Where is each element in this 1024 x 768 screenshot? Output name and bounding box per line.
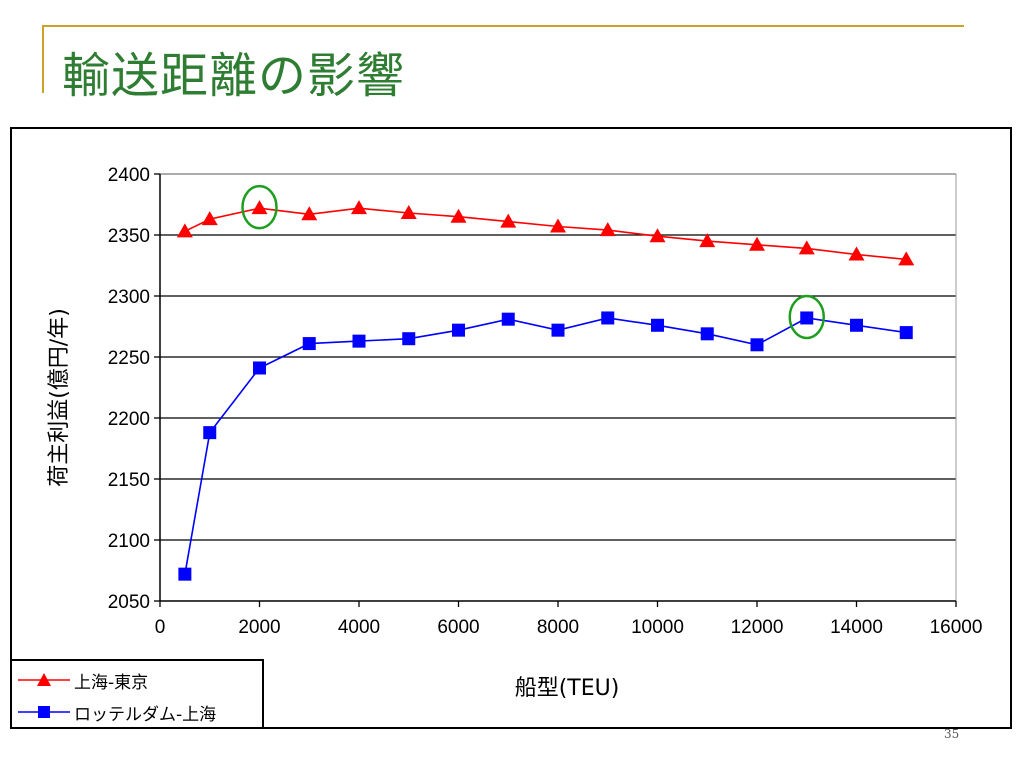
y-tick-label: 2050 <box>108 592 150 613</box>
data-point-triangle <box>898 251 915 266</box>
data-point-triangle <box>599 222 616 237</box>
x-tick-label: 10000 <box>631 617 684 638</box>
data-point-square <box>178 567 192 581</box>
x-axis-title: 船型(TEU) <box>515 676 620 701</box>
data-point-triangle <box>201 211 218 226</box>
y-tick-label: 2200 <box>108 409 150 430</box>
y-axis-title: 荷主利益(億円/年) <box>47 308 72 487</box>
data-point-triangle <box>301 206 318 221</box>
series-layer <box>176 200 915 581</box>
chart-frame: 2050 2100 2150 2200 2250 2300 2350 2400 0 2000 400… <box>10 127 1012 729</box>
x-tick-label: 8000 <box>537 617 579 638</box>
page-number: 35 <box>944 727 960 741</box>
highlight-layer <box>241 184 825 340</box>
data-point-square <box>850 318 863 332</box>
data-point-triangle <box>500 213 517 228</box>
data-point-triangle <box>251 200 268 215</box>
x-tick-label: 16000 <box>930 617 983 638</box>
data-point-square <box>302 337 316 351</box>
data-point-triangle <box>176 223 193 238</box>
label-layer: 2050 2100 2150 2200 2250 2300 2350 2400 0 2000 400… <box>47 165 982 701</box>
data-point-square <box>402 332 416 346</box>
data-point-triangle <box>450 208 467 223</box>
data-point-square <box>551 323 565 337</box>
data-point-triangle <box>351 200 367 215</box>
title-accent-line <box>42 25 964 27</box>
y-tick-label: 2400 <box>108 165 150 186</box>
data-point-square <box>452 323 465 337</box>
x-tick-label: 12000 <box>731 617 784 638</box>
data-point-square <box>501 312 515 326</box>
data-point-triangle <box>798 240 815 255</box>
data-point-square <box>899 326 913 340</box>
legend-label: 上海-東京 <box>74 672 149 693</box>
x-tick-label: 4000 <box>338 617 380 638</box>
y-tick-label: 2300 <box>108 287 150 308</box>
y-tick-label: 2100 <box>108 531 150 552</box>
series-line-1 <box>184 207 907 261</box>
y-tick-label: 2350 <box>108 226 150 247</box>
square-marker-icon <box>18 706 70 718</box>
highlight-circle <box>241 184 278 230</box>
data-point-square <box>203 426 217 440</box>
x-tick-label: 6000 <box>437 617 479 638</box>
data-point-square <box>800 311 814 325</box>
data-point-square <box>352 334 366 348</box>
line-chart: 2050 2100 2150 2200 2250 2300 2350 2400 0 2000 400… <box>47 165 982 701</box>
data-point-triangle <box>749 236 765 251</box>
title-accent-bar <box>42 25 44 93</box>
data-point-triangle <box>848 246 865 261</box>
highlight-circle <box>788 294 825 340</box>
data-point-triangle <box>699 233 716 248</box>
data-point-square <box>651 318 664 332</box>
y-tick-label: 2150 <box>108 470 150 491</box>
data-point-square <box>750 338 764 352</box>
x-tick-label: 14000 <box>830 617 883 638</box>
data-point-square <box>601 311 615 325</box>
axis-layer <box>154 173 957 607</box>
x-tick-label: 0 <box>155 617 166 638</box>
legend-item-shanghai-tokyo: 上海-東京 <box>12 665 148 695</box>
data-point-square <box>700 327 714 341</box>
data-point-triangle <box>400 205 417 220</box>
y-tick-label: 2250 <box>108 348 150 369</box>
data-point-triangle <box>649 228 666 243</box>
grid-layer <box>160 173 957 601</box>
triangle-marker-icon <box>18 673 70 686</box>
chart-legend: 上海-東京 ロッテルダム-上海 <box>10 659 264 729</box>
legend-item-rotterdam-shanghai: ロッテルダム-上海 <box>12 697 216 727</box>
legend-label: ロッテルダム-上海 <box>74 704 217 725</box>
data-point-triangle <box>550 218 566 233</box>
data-point-square <box>253 361 266 375</box>
slide-title: 輸送距離の影響 <box>62 48 406 104</box>
x-tick-label: 2000 <box>238 617 280 638</box>
series-line-2 <box>184 317 907 575</box>
